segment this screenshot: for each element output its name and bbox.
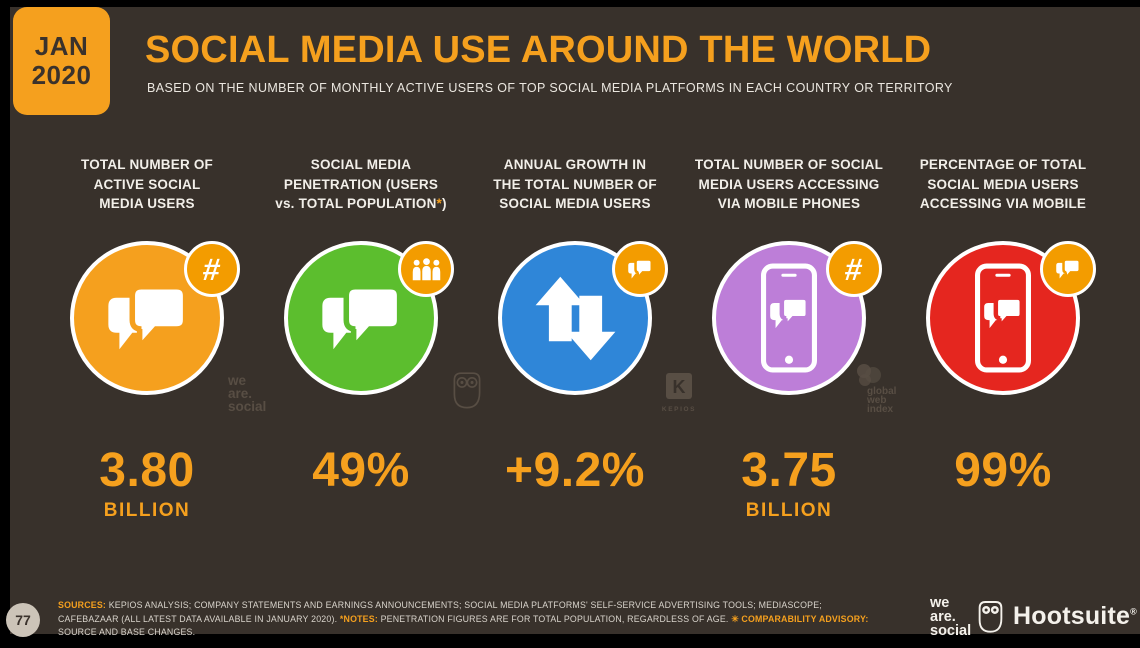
stat-value: 3.75 xyxy=(741,444,837,497)
footnote-asterisk: * xyxy=(436,196,443,212)
stat-column-penetration: SOCIAL MEDIA PENETRATION (USERS vs. TOTA… xyxy=(254,155,468,523)
globalwebindex-watermark: global web index xyxy=(853,363,896,415)
up-down-arrows-icon xyxy=(535,276,615,360)
kepios-logo-icon: K xyxy=(666,373,692,399)
stats-row: TOTAL NUMBER OF ACTIVE SOCIAL MEDIA USER… xyxy=(40,155,1110,523)
hootsuite-name: Hootsuite® xyxy=(1013,602,1137,631)
stat-value: 99% xyxy=(954,444,1052,497)
stat-icon-circle xyxy=(284,241,454,395)
hashtag-icon: # xyxy=(201,251,223,287)
kepios-watermark: K KEPIOS xyxy=(656,373,702,413)
stat-label-text: SOCIAL MEDIA PENETRATION (USERS vs. TOTA… xyxy=(275,157,439,212)
stat-unit: BILLION xyxy=(103,500,191,521)
stat-column-mobile-percentage: PERCENTAGE OF TOTAL SOCIAL MEDIA USERS A… xyxy=(896,155,1110,523)
date-year: 2020 xyxy=(31,60,92,91)
stat-label-tail: ) xyxy=(442,196,447,212)
stat-label: PERCENTAGE OF TOTAL SOCIAL MEDIA USERS A… xyxy=(920,155,1087,215)
page-number: 77 xyxy=(15,612,31,628)
hootsuite-logo: Hootsuite® xyxy=(976,598,1137,635)
kepios-label: KEPIOS xyxy=(661,406,697,413)
stat-column-active-users: TOTAL NUMBER OF ACTIVE SOCIAL MEDIA USER… xyxy=(40,155,254,523)
stat-label: ANNUAL GROWTH IN THE TOTAL NUMBER OF SOC… xyxy=(493,155,657,215)
globalwebindex-label: global web index xyxy=(867,386,897,416)
page-subtitle: BASED ON THE NUMBER OF MONTHLY ACTIVE US… xyxy=(147,81,953,95)
speech-bubbles-badge xyxy=(1040,241,1096,297)
mobile-phone-chat-icon xyxy=(761,263,817,373)
wearesocial-logo: we are. social xyxy=(930,595,972,639)
stat-value: 49% xyxy=(312,444,410,497)
stat-unit: BILLION xyxy=(745,500,833,521)
hashtag-badge: # xyxy=(184,241,240,297)
stat-value: 3.80 xyxy=(99,444,195,497)
header: SOCIAL MEDIA USE AROUND THE WORLD BASED … xyxy=(145,29,953,95)
svg-text:K: K xyxy=(673,377,686,397)
advisory-text: SOURCE AND BASE CHANGES. xyxy=(58,627,196,638)
page-number-badge: 77 xyxy=(6,603,40,637)
wearesocial-watermark: we are. social xyxy=(228,373,267,414)
people-icon xyxy=(412,258,440,281)
stat-label-text: PERCENTAGE OF TOTAL SOCIAL MEDIA USERS A… xyxy=(919,157,1087,212)
hootsuite-owl-icon xyxy=(978,601,1003,633)
speech-bubbles-icon xyxy=(322,283,403,355)
hootsuite-name-text: Hootsuite xyxy=(1013,602,1131,630)
stat-label-text: TOTAL NUMBER OF ACTIVE SOCIAL MEDIA USER… xyxy=(81,157,213,212)
stat-icon-circle: # xyxy=(70,241,240,395)
stat-value: +9.2% xyxy=(505,444,645,497)
speech-bubbles-badge xyxy=(612,241,668,297)
hashtag-badge: # xyxy=(826,241,882,297)
people-badge xyxy=(398,241,454,297)
stat-column-annual-growth: ANNUAL GROWTH IN THE TOTAL NUMBER OF SOC… xyxy=(468,155,682,523)
stat-label-text: TOTAL NUMBER OF SOCIAL MEDIA USERS ACCES… xyxy=(694,157,884,212)
stat-label: TOTAL NUMBER OF ACTIVE SOCIAL MEDIA USER… xyxy=(81,155,213,215)
page-title: SOCIAL MEDIA USE AROUND THE WORLD xyxy=(145,29,932,71)
stat-icon-circle xyxy=(926,241,1096,395)
date-month: JAN xyxy=(34,31,89,61)
stat-label: TOTAL NUMBER OF SOCIAL MEDIA USERS ACCES… xyxy=(695,155,883,215)
sources-note: SOURCES: KEPIOS ANALYSIS; COMPANY STATEM… xyxy=(58,599,876,640)
notes-text: PENETRATION FIGURES ARE FOR TOTAL POPULA… xyxy=(377,613,732,624)
stat-label: SOCIAL MEDIA PENETRATION (USERS vs. TOTA… xyxy=(275,155,446,215)
notes-label: *NOTES: xyxy=(339,613,378,624)
stat-label-text: ANNUAL GROWTH IN THE TOTAL NUMBER OF SOC… xyxy=(493,157,657,212)
stat-icon-circle: # xyxy=(712,241,882,395)
owl-watermark-icon xyxy=(450,369,484,416)
stat-icon-circle xyxy=(498,241,668,395)
registered-mark: ® xyxy=(1130,606,1137,617)
mobile-phone-chat-icon xyxy=(975,263,1031,373)
circle-green xyxy=(284,241,438,395)
speech-bubbles-icon xyxy=(108,283,189,355)
date-badge: JAN 2020 xyxy=(13,7,110,115)
speech-bubbles-icon xyxy=(1056,258,1082,282)
hashtag-icon: # xyxy=(843,251,865,287)
speech-bubbles-icon xyxy=(628,258,654,282)
sources-text: KEPIOS ANALYSIS; COMPANY STATEMENTS AND … xyxy=(58,600,822,624)
sources-label: SOURCES: xyxy=(58,600,107,610)
globalwebindex-logo-icon xyxy=(857,364,881,386)
advisory-label: ✳ COMPARABILITY ADVISORY: xyxy=(731,613,869,624)
slide: JAN 2020 SOCIAL MEDIA USE AROUND THE WOR… xyxy=(6,7,1140,638)
stat-column-mobile-users: TOTAL NUMBER OF SOCIAL MEDIA USERS ACCES… xyxy=(682,155,896,523)
